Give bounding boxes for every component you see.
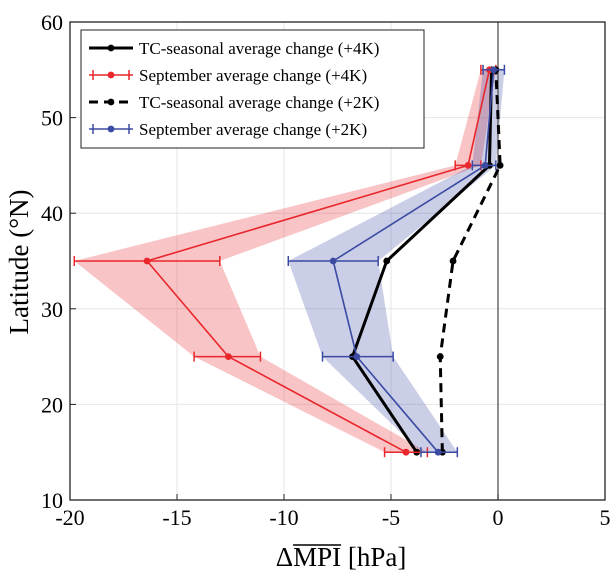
x-tick-label: -5 (382, 505, 400, 530)
legend-label: September average change (+2K) (139, 120, 367, 139)
data-point (143, 257, 151, 265)
series-3 (287, 64, 506, 458)
x-tick-label: -20 (55, 505, 84, 530)
y-tick-label: 30 (41, 297, 63, 322)
x-tick-label: -10 (269, 505, 298, 530)
legend-item-0: TC-seasonal average change (+4K) (89, 39, 379, 58)
legend-label: TC-seasonal average change (+2K) (139, 93, 379, 112)
x-axis-label: ΔMPI [hPa] (276, 542, 407, 572)
data-point (402, 448, 410, 456)
y-tick-label: 60 (41, 10, 63, 35)
y-axis-label: Latitude (°N) (4, 190, 34, 335)
legend-box (80, 29, 425, 149)
legend-item-3: September average change (+2K) (89, 120, 367, 139)
y-tick-label: 50 (41, 106, 63, 131)
x-tick-label: -15 (162, 505, 191, 530)
data-point (434, 448, 442, 456)
data-point (496, 162, 504, 169)
plot-frame (69, 21, 606, 501)
data-point (224, 353, 232, 360)
data-point (490, 66, 498, 74)
x-tick-label: 0 (493, 505, 504, 530)
series-line-2 (438, 69, 502, 453)
legend-item-1: September average change (+4K) (89, 66, 367, 85)
series-layer (73, 64, 506, 458)
data-point (329, 257, 337, 265)
legend: TC-seasonal average change (+4K) Septembe… (80, 29, 425, 149)
x-tick-label: 5 (600, 505, 611, 530)
data-point (449, 257, 457, 265)
data-point (353, 353, 361, 360)
legend-marker (107, 44, 115, 52)
y-tick-label: 40 (41, 201, 63, 226)
data-point (481, 162, 489, 169)
legend-label: TC-seasonal average change (+4K) (139, 39, 379, 58)
y-tick-label: 10 (41, 488, 63, 513)
legend-label: September average change (+4K) (139, 66, 367, 85)
legend-marker (107, 125, 115, 133)
legend-item-2: TC-seasonal average change (+2K) (89, 93, 379, 112)
y-tick-label: 20 (41, 392, 63, 417)
data-point (436, 353, 444, 360)
data-point (464, 162, 472, 169)
tick-layer: -20 -15 -10 -5 0 5 10 20 30 40 50 60 (41, 10, 611, 530)
legend-marker (107, 71, 115, 79)
legend-marker (107, 98, 115, 106)
data-point (383, 257, 391, 265)
